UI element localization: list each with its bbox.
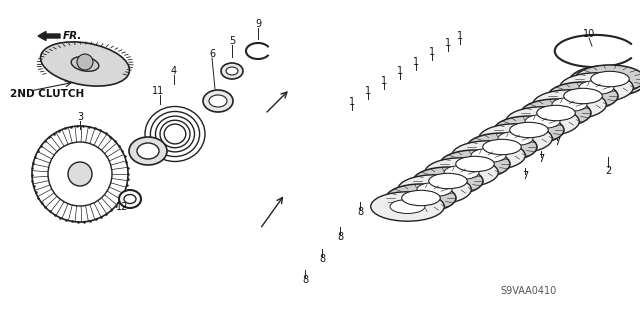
Ellipse shape — [479, 124, 552, 153]
Text: 8: 8 — [357, 207, 363, 217]
FancyArrow shape — [38, 32, 60, 41]
Text: 2: 2 — [605, 166, 611, 176]
Ellipse shape — [40, 42, 129, 86]
Text: 7: 7 — [554, 137, 560, 147]
Text: 1: 1 — [413, 57, 419, 67]
Circle shape — [77, 54, 93, 70]
Ellipse shape — [402, 190, 440, 206]
Ellipse shape — [417, 182, 452, 197]
Ellipse shape — [537, 105, 575, 121]
Ellipse shape — [124, 195, 136, 204]
Text: 2ND CLUTCH: 2ND CLUTCH — [10, 89, 84, 99]
Ellipse shape — [119, 190, 141, 208]
Ellipse shape — [390, 199, 425, 213]
Text: 5: 5 — [229, 36, 235, 46]
Text: S9VAA0410: S9VAA0410 — [500, 286, 556, 296]
Ellipse shape — [579, 80, 614, 94]
Ellipse shape — [483, 139, 521, 155]
Ellipse shape — [413, 167, 483, 195]
Ellipse shape — [552, 98, 587, 112]
Ellipse shape — [71, 57, 99, 71]
Ellipse shape — [209, 95, 227, 107]
Circle shape — [68, 162, 92, 186]
Text: 1: 1 — [365, 86, 371, 96]
Ellipse shape — [386, 184, 456, 212]
Text: 8: 8 — [319, 254, 325, 264]
Ellipse shape — [506, 107, 579, 136]
Ellipse shape — [509, 122, 548, 138]
Text: 1: 1 — [381, 76, 387, 86]
Text: 8: 8 — [302, 275, 308, 285]
Text: 8: 8 — [337, 232, 343, 242]
Text: 11: 11 — [152, 86, 164, 96]
Text: 6: 6 — [209, 49, 215, 59]
Ellipse shape — [498, 131, 533, 145]
Text: 9: 9 — [255, 19, 261, 29]
Ellipse shape — [397, 175, 471, 204]
Ellipse shape — [594, 75, 622, 86]
Ellipse shape — [452, 141, 525, 170]
Ellipse shape — [456, 156, 494, 172]
Ellipse shape — [570, 66, 640, 96]
Ellipse shape — [440, 150, 510, 178]
Text: 12: 12 — [116, 202, 128, 212]
Text: 1: 1 — [429, 47, 435, 57]
Ellipse shape — [532, 90, 606, 119]
Ellipse shape — [203, 90, 233, 112]
Ellipse shape — [548, 82, 618, 110]
Text: 1: 1 — [445, 38, 451, 48]
Ellipse shape — [137, 143, 159, 159]
Ellipse shape — [129, 137, 167, 165]
Ellipse shape — [471, 149, 506, 162]
Ellipse shape — [525, 115, 560, 129]
Text: 1: 1 — [349, 97, 355, 107]
Text: 10: 10 — [583, 29, 595, 39]
Ellipse shape — [564, 88, 602, 104]
Ellipse shape — [560, 73, 633, 102]
Ellipse shape — [226, 67, 238, 75]
Ellipse shape — [221, 63, 243, 79]
Ellipse shape — [371, 192, 444, 221]
Ellipse shape — [494, 116, 564, 144]
Ellipse shape — [467, 133, 537, 161]
Ellipse shape — [591, 71, 629, 87]
Text: 7: 7 — [538, 154, 544, 164]
Ellipse shape — [521, 99, 591, 127]
Ellipse shape — [575, 65, 640, 93]
Text: 1: 1 — [397, 66, 403, 76]
Ellipse shape — [425, 158, 499, 187]
Ellipse shape — [429, 173, 467, 189]
Text: FR.: FR. — [63, 31, 83, 41]
Text: 1: 1 — [457, 31, 463, 41]
Text: 4: 4 — [171, 66, 177, 76]
Text: 3: 3 — [77, 112, 83, 122]
Ellipse shape — [444, 166, 479, 180]
Text: 7: 7 — [522, 171, 528, 181]
